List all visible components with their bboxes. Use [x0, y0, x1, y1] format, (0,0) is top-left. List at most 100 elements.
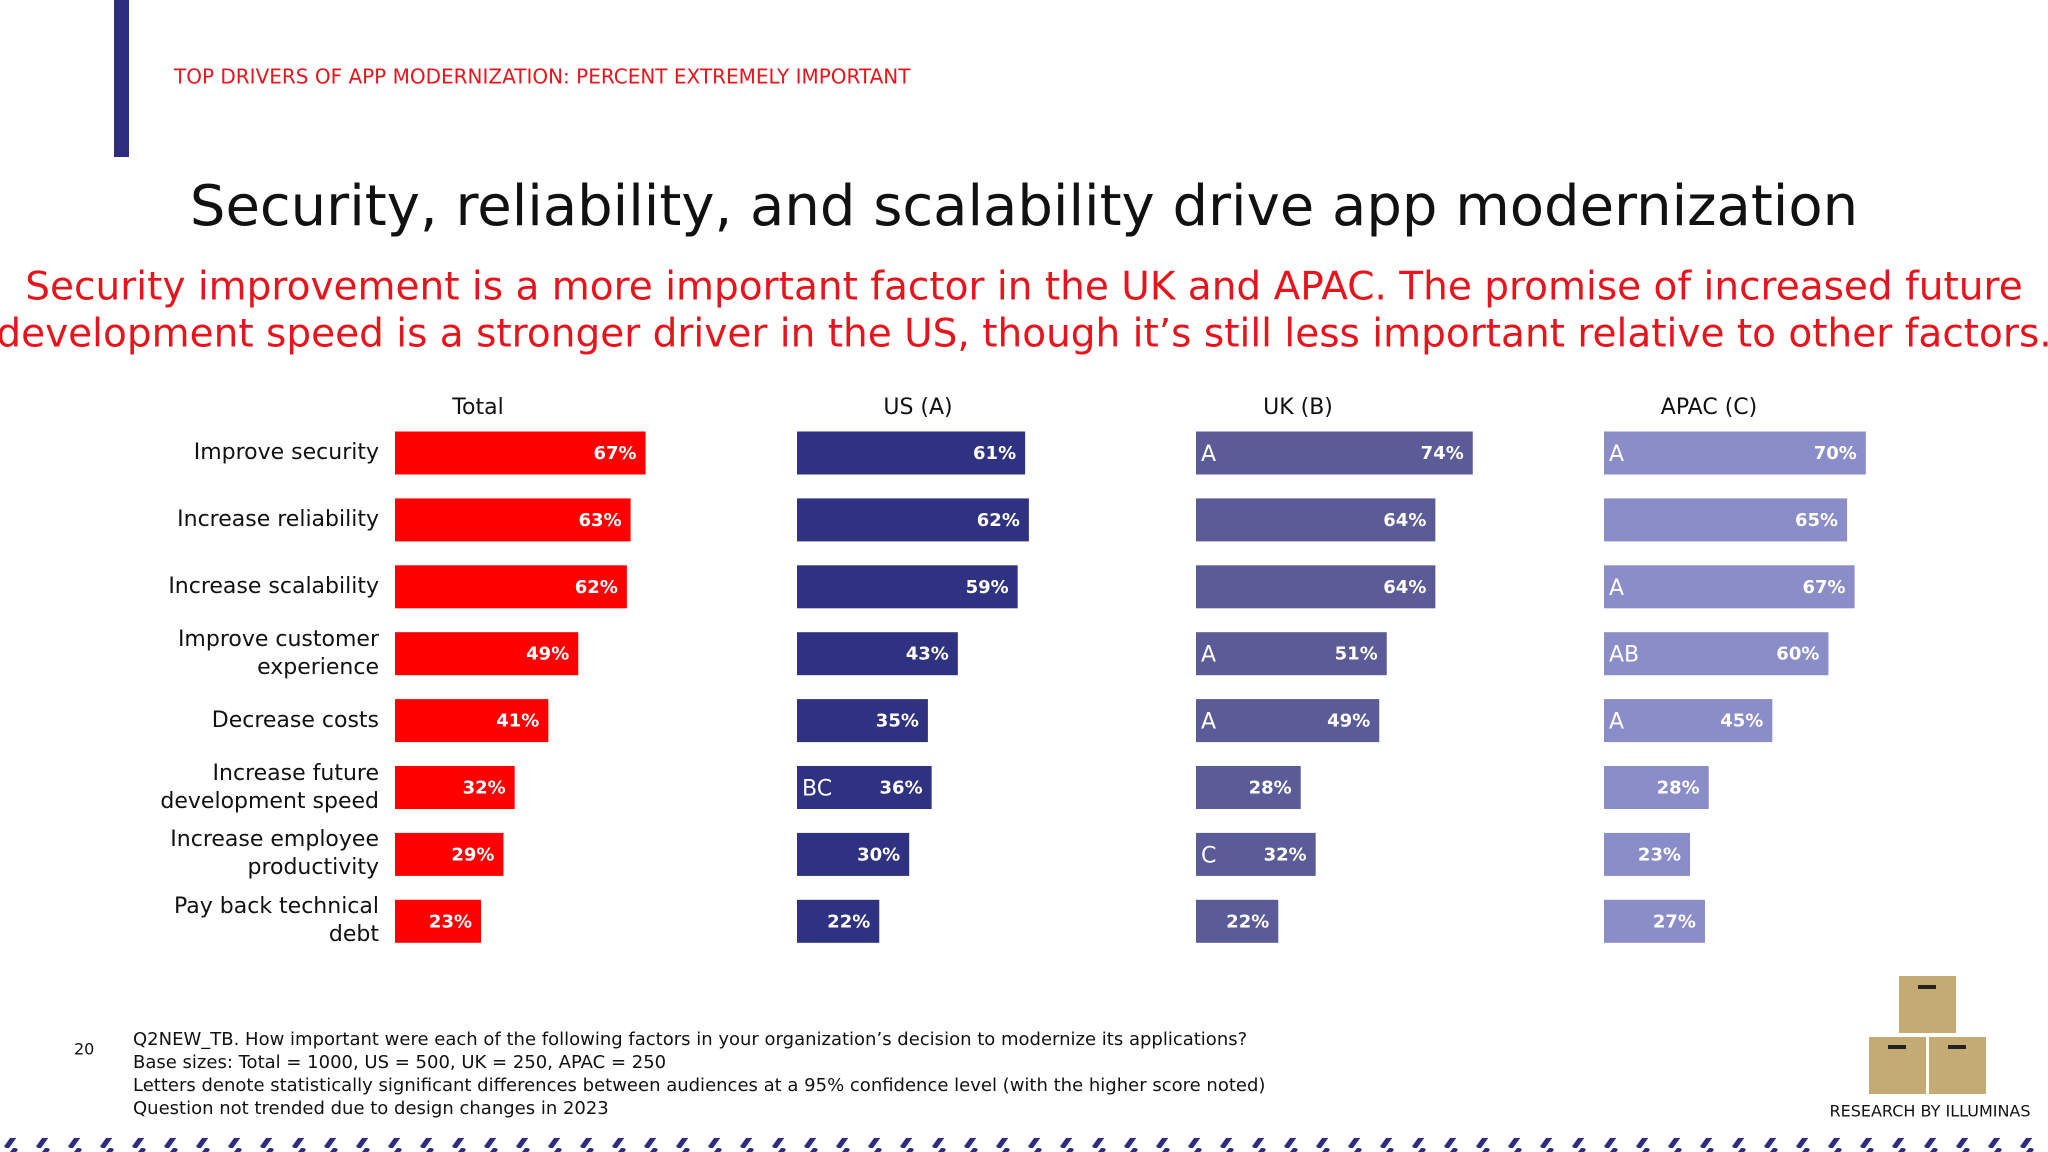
- bar: [1604, 699, 1773, 743]
- category-label: Decrease costs: [211, 707, 379, 733]
- significance-label: A: [1609, 710, 1624, 735]
- value-label: 49%: [526, 644, 569, 665]
- accent-bar: [114, 0, 129, 157]
- value-label: 36%: [880, 778, 923, 799]
- significance-label: A: [1201, 442, 1216, 467]
- footnote: Letters denote statistically significant…: [133, 1075, 1265, 1096]
- category-label: Improve security: [193, 440, 379, 465]
- bar: [395, 632, 579, 676]
- category-label: Increase scalability: [168, 573, 379, 599]
- value-label: 45%: [1720, 711, 1763, 732]
- bar: [1604, 832, 1691, 876]
- bar: [1604, 565, 1855, 609]
- value-label: 27%: [1653, 911, 1696, 932]
- page-number: 20: [74, 1040, 94, 1059]
- significance-label: A: [1609, 442, 1624, 467]
- bar: [395, 766, 515, 809]
- legend-label: UK (B): [1263, 395, 1333, 420]
- value-label: 23%: [429, 911, 472, 932]
- value-label: 30%: [857, 844, 900, 865]
- chart-title: Security, reliability, and scalability d…: [190, 174, 1858, 239]
- value-label: 67%: [593, 443, 636, 464]
- chart-subtitle: Security improvement is a more important…: [25, 265, 2022, 310]
- value-label: 60%: [1776, 644, 1819, 665]
- value-label: 28%: [1657, 778, 1700, 799]
- significance-label: A: [1609, 576, 1624, 601]
- value-label: 43%: [906, 644, 949, 665]
- bar: [1604, 899, 1705, 943]
- significance-label: AB: [1609, 643, 1639, 668]
- value-label: 59%: [966, 577, 1009, 598]
- category-label: Improve customer experience: [177, 626, 379, 680]
- bar: [395, 431, 646, 475]
- chart-subtitle: development speed is a stronger driver i…: [0, 312, 2048, 357]
- legend-label: APAC (C): [1661, 395, 1757, 420]
- value-label: 23%: [1638, 844, 1681, 865]
- credit: RESEARCH BY ILLUMINAS: [1829, 1102, 2030, 1121]
- significance-label: C: [1201, 843, 1216, 868]
- bar: [797, 498, 1029, 542]
- bar: [797, 565, 1018, 609]
- bar: [1196, 699, 1380, 743]
- bar: [395, 498, 631, 542]
- section-label: TOP DRIVERS OF APP MODERNIZATION: PERCEN…: [173, 65, 911, 89]
- bar: [1604, 498, 1848, 542]
- footnote: Base sizes: Total = 1000, US = 500, UK =…: [133, 1052, 666, 1073]
- bar: [1196, 899, 1279, 943]
- bar: [797, 766, 932, 809]
- category-label: Pay back technical debt: [174, 894, 379, 948]
- value-label: 62%: [575, 577, 618, 598]
- bar: [1196, 565, 1436, 609]
- value-label: 61%: [973, 443, 1016, 464]
- value-label: 32%: [463, 778, 506, 799]
- significance-label: A: [1201, 710, 1216, 735]
- value-label: 64%: [1383, 577, 1426, 598]
- footer-stripes: [0, 1138, 2048, 1152]
- bar: [1604, 632, 1829, 676]
- category-label: Increase reliability: [177, 506, 379, 532]
- bar: [395, 699, 549, 743]
- bar: [395, 832, 504, 876]
- value-label: 22%: [827, 911, 870, 932]
- value-label: 49%: [1327, 711, 1370, 732]
- value-label: 62%: [977, 510, 1020, 531]
- value-label: 32%: [1264, 844, 1307, 865]
- bar: [797, 699, 928, 743]
- value-label: 28%: [1249, 778, 1292, 799]
- significance-label: A: [1201, 643, 1216, 668]
- value-label: 51%: [1335, 644, 1378, 665]
- category-label: Increase future development speed: [160, 760, 379, 814]
- bar: [1604, 766, 1709, 809]
- boxes-icon: [1869, 976, 1986, 1094]
- bar: [1196, 832, 1316, 876]
- value-label: 64%: [1383, 510, 1426, 531]
- legend-label: Total: [451, 395, 503, 420]
- value-label: 35%: [876, 711, 919, 732]
- bar: [1196, 431, 1473, 475]
- bar: [395, 899, 482, 943]
- bar: [395, 565, 627, 609]
- value-label: 67%: [1802, 577, 1845, 598]
- bar: [1196, 498, 1436, 542]
- value-label: 41%: [496, 711, 539, 732]
- value-label: 29%: [451, 844, 494, 865]
- footnote: Q2NEW_TB. How important were each of the…: [133, 1029, 1247, 1050]
- value-label: 70%: [1814, 443, 1857, 464]
- bar: [797, 899, 880, 943]
- bar: [797, 632, 958, 676]
- value-label: 74%: [1421, 443, 1464, 464]
- significance-label: BC: [802, 777, 832, 802]
- bar: [1196, 632, 1387, 676]
- value-label: 65%: [1795, 510, 1838, 531]
- bar: [1196, 766, 1301, 809]
- bar: [797, 431, 1026, 475]
- bar: [1604, 431, 1866, 475]
- legend-label: US (A): [883, 395, 952, 420]
- value-label: 63%: [579, 510, 622, 531]
- footnote: Question not trended due to design chang…: [133, 1098, 609, 1119]
- category-label: Increase employee productivity: [170, 827, 379, 881]
- value-label: 22%: [1226, 911, 1269, 932]
- bar: [797, 832, 910, 876]
